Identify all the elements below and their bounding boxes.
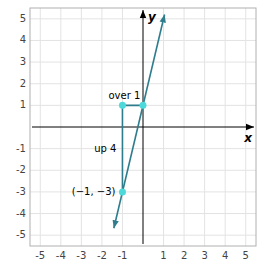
tick-label: -3 — [16, 186, 26, 197]
plot-area — [114, 14, 165, 228]
tick-label: 2 — [181, 250, 187, 261]
y-axis — [143, 10, 144, 244]
tick-label: -2 — [16, 164, 26, 175]
tick-label: -4 — [56, 250, 66, 261]
annotation: (−1, −3) — [72, 186, 116, 197]
annotation: up 4 — [94, 143, 116, 154]
annotation: over 1 — [108, 90, 140, 101]
point — [119, 102, 126, 109]
axis-label: y — [148, 10, 157, 24]
tick-label: -2 — [97, 250, 107, 261]
point — [119, 188, 126, 195]
tick-label: 4 — [222, 250, 228, 261]
tick-label: -1 — [16, 143, 26, 154]
point — [140, 102, 147, 109]
plot-frame — [30, 8, 256, 246]
line — [114, 14, 165, 228]
grid — [30, 8, 256, 246]
tick-label: -4 — [16, 208, 26, 219]
tick-label: -5 — [16, 229, 26, 240]
tick-label: 2 — [20, 78, 26, 89]
tick-label: -1 — [117, 250, 127, 261]
tick-label: 1 — [160, 250, 166, 261]
tick-label: 1 — [20, 99, 26, 110]
tick-label: 5 — [243, 250, 249, 261]
chart: -5 -4 -3 -2 -1 1 2 3 4 5 -5 -4 -3 -2 -1 1 2 3 4 5 x y (−1, −3)… — [0, 0, 264, 270]
axis-label: x — [243, 131, 253, 145]
tick-label: 5 — [20, 13, 26, 24]
line — [122, 105, 143, 192]
tick-label: -5 — [35, 250, 45, 261]
tick-label: 4 — [20, 34, 26, 45]
tick-label: 3 — [201, 250, 207, 261]
tick-label: -3 — [76, 250, 86, 261]
tick-label: 3 — [20, 56, 26, 67]
